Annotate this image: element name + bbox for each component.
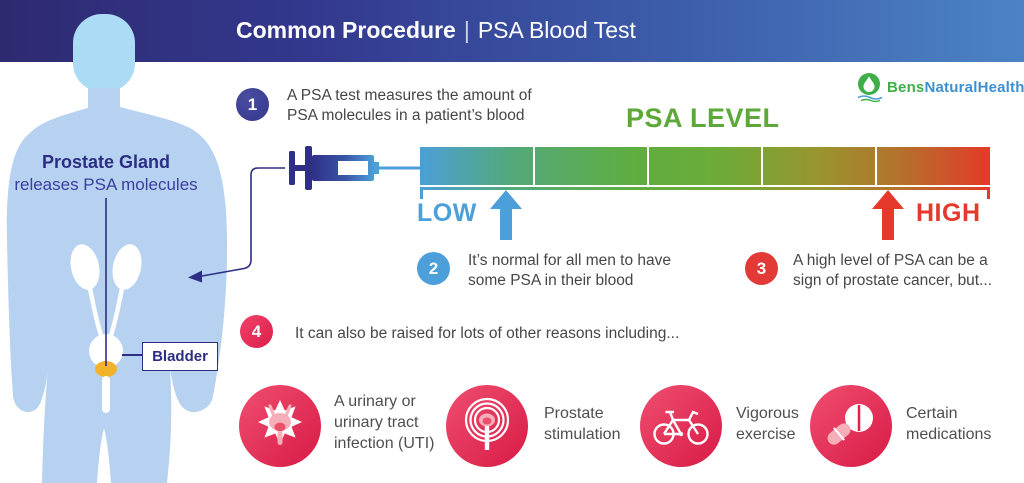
low-label: LOW bbox=[417, 199, 477, 227]
bladder-connector-line bbox=[122, 354, 142, 356]
header-band bbox=[0, 0, 1024, 62]
page-title-regular: PSA Blood Test bbox=[477, 17, 636, 43]
bracket-left-tick bbox=[420, 187, 423, 199]
psa-level-gradient-bar bbox=[420, 147, 990, 185]
brand-name-blue: NaturalHealth bbox=[924, 79, 1024, 96]
step-4-text: It can also be raised for lots of other … bbox=[295, 325, 680, 342]
right-kidney-shape bbox=[112, 244, 142, 290]
urethra-shape bbox=[102, 376, 110, 413]
page-title: Common Procedure | PSA Blood Test bbox=[236, 17, 636, 44]
bicycle-icon bbox=[653, 410, 709, 445]
syringe-icon bbox=[289, 146, 421, 190]
step-3-badge: 3 bbox=[745, 252, 778, 285]
reason-label-exercise: Vigorous exercise bbox=[736, 405, 799, 443]
step-4-badge: 4 bbox=[240, 315, 273, 348]
step-2-text: It’s normal for all men to have some PSA… bbox=[468, 252, 672, 289]
page-title-separator: | bbox=[463, 17, 470, 43]
low-up-arrow-icon bbox=[490, 190, 522, 240]
urinary-infection-icon bbox=[258, 400, 302, 445]
psa-level-title: PSA LEVEL bbox=[626, 103, 780, 133]
brand-name: BensNaturalHealth bbox=[887, 79, 1024, 96]
brand-logo: BensNaturalHealth bbox=[856, 72, 1024, 103]
psa-bar-bracket bbox=[420, 187, 990, 190]
bar-divider bbox=[875, 147, 877, 185]
high-up-arrow-icon bbox=[872, 190, 904, 240]
bar-divider bbox=[647, 147, 649, 185]
step-1-badge: 1 bbox=[236, 88, 269, 121]
head-shape bbox=[73, 14, 135, 92]
page-title-bold: Common Procedure bbox=[236, 17, 456, 43]
male-body-silhouette bbox=[6, 14, 228, 483]
step-1-text: A PSA test measures the amount of PSA mo… bbox=[287, 87, 532, 124]
reason-label-uti: A urinary or urinary tract infection (UT… bbox=[334, 393, 435, 452]
bracket-right-tick bbox=[987, 187, 990, 199]
high-label: HIGH bbox=[916, 199, 981, 227]
prostate-gland-label-subtitle: releases PSA molecules bbox=[14, 175, 198, 194]
prostate-gland-label-title: Prostate Gland bbox=[41, 152, 171, 172]
arrowhead-left-icon bbox=[188, 270, 202, 283]
reason-badge-exercise bbox=[640, 385, 722, 467]
reason-badge-medications bbox=[810, 385, 892, 467]
reason-label-stimulation: Prostate stimulation bbox=[544, 405, 621, 443]
reason-label-medications: Certain medications bbox=[906, 405, 992, 443]
step-2-badge: 2 bbox=[417, 252, 450, 285]
prostate-gland-label: Prostate Gland releases PSA molecules bbox=[0, 152, 212, 195]
step-3-text: A high level of PSA can be a sign of pro… bbox=[793, 252, 993, 289]
bar-divider bbox=[761, 147, 763, 185]
water-droplet-leaf-icon bbox=[857, 73, 883, 103]
prostate-gland-shape bbox=[95, 361, 117, 377]
prostate-stimulation-icon bbox=[464, 397, 510, 450]
left-kidney-shape bbox=[70, 244, 100, 290]
reason-badge-stimulation bbox=[446, 385, 528, 467]
pills-icon bbox=[827, 404, 873, 445]
bladder-label: Bladder bbox=[142, 342, 218, 371]
brand-name-green: Bens bbox=[887, 79, 925, 96]
reason-badge-uti bbox=[239, 385, 321, 467]
syringe-to-body-arrow bbox=[188, 167, 285, 283]
bar-divider bbox=[533, 147, 535, 185]
